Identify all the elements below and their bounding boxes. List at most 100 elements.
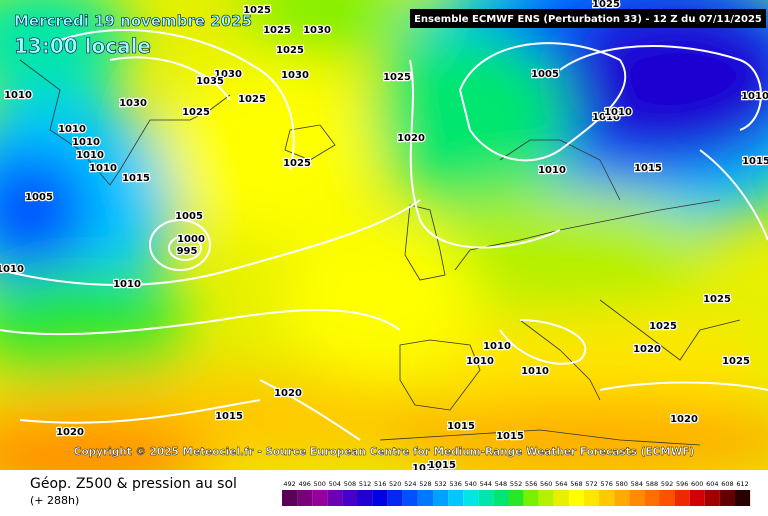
isobar-label: 1015 <box>447 421 475 432</box>
isobar-label: 1010 <box>741 91 768 102</box>
isobar-label: 1010 <box>538 165 566 176</box>
isobar-label: 1025 <box>263 25 291 36</box>
scale-swatch <box>508 490 524 506</box>
scale-swatch <box>433 490 449 506</box>
isobar-label: 1010 <box>58 124 86 135</box>
scale-label: 536 <box>449 480 461 488</box>
scale-label: 552 <box>510 480 522 488</box>
isobar-label: 1025 <box>276 45 304 56</box>
field <box>0 0 768 470</box>
scale-swatch <box>297 490 313 506</box>
scale-label: 580 <box>616 480 628 488</box>
scale-swatch <box>357 490 373 506</box>
scale-label: 520 <box>389 480 401 488</box>
scale-label: 528 <box>419 480 431 488</box>
isobar-label: 1015 <box>215 411 243 422</box>
isobar-label: 1010 <box>521 366 549 377</box>
scale-label: 612 <box>736 480 748 488</box>
isobar-label: 1030 <box>214 69 242 80</box>
scale-swatch <box>629 490 645 506</box>
scale-swatch <box>644 490 660 506</box>
scale-label: 588 <box>646 480 658 488</box>
scale-swatch <box>614 490 630 506</box>
isobar-label: 1015 <box>428 460 456 471</box>
isobar-label: 1020 <box>56 427 84 438</box>
isobar-label: 1035 <box>196 76 224 87</box>
scale-swatch <box>689 490 705 506</box>
scale-swatch <box>448 490 464 506</box>
scale-label: 592 <box>661 480 673 488</box>
isobar-label: 1010 <box>0 264 24 275</box>
isobar-label: 1010 <box>72 137 100 148</box>
scale-swatch <box>417 490 433 506</box>
legend-title: Géop. Z500 & pression au sol <box>30 476 237 492</box>
isobar-label: 1020 <box>397 133 425 144</box>
scale-label: 524 <box>404 480 416 488</box>
scale-label: 564 <box>555 480 567 488</box>
scale-label: 560 <box>540 480 552 488</box>
scale-swatch <box>478 490 494 506</box>
scale-swatch <box>402 490 418 506</box>
scale-label: 584 <box>631 480 643 488</box>
scale-label: 504 <box>329 480 341 488</box>
isobar-label: 1005 <box>25 192 53 203</box>
isobar-label: 1030 <box>119 98 147 109</box>
run-banner <box>410 9 766 28</box>
scale-label: 544 <box>480 480 492 488</box>
isobar-label: 1010 <box>76 150 104 161</box>
scale-label: 600 <box>691 480 703 488</box>
color-scale: 492 496 500 504 508 512 516 520 524 528 532 536 540 5… <box>282 480 751 506</box>
isobar-label: 1020 <box>633 344 661 355</box>
scale-swatch <box>282 490 298 506</box>
isobar-label: 1025 <box>703 294 731 305</box>
scale-label: 568 <box>570 480 582 488</box>
scale-swatch <box>327 490 343 506</box>
scale-swatch <box>553 490 569 506</box>
scale-swatch <box>493 490 509 506</box>
scale-swatch <box>523 490 539 506</box>
isobar-label: 1010 <box>89 163 117 174</box>
date-label: Mercredi 19 novembre 2025 <box>14 12 252 30</box>
copyright: Copyright © 2025 Meteociel.fr - Source E… <box>74 446 695 458</box>
isobar-label: 1025 <box>182 107 210 118</box>
isobar-label: 1010 <box>4 90 32 101</box>
run-label: Ensemble ECMWF ENS (Perturbation 33) - 1… <box>414 14 762 25</box>
scale-label: 540 <box>465 480 477 488</box>
isobar-label: 1020 <box>274 388 302 399</box>
scale-label: 608 <box>721 480 733 488</box>
legend-subtitle: (+ 288h) <box>30 494 79 507</box>
time-label: 13:00 locale <box>14 34 151 58</box>
scale-swatch <box>312 490 328 506</box>
scale-swatch <box>704 490 720 506</box>
scale-label: 492 <box>283 480 295 488</box>
isobar-label: 1025 <box>238 94 266 105</box>
scale-label: 596 <box>676 480 688 488</box>
isobar-label: 1000 <box>177 234 205 245</box>
isobar-label: 1015 <box>634 163 662 174</box>
isobar-label: 1025 <box>243 5 271 16</box>
isobar-label: 1030 <box>303 25 331 36</box>
isobar-label: 1010 <box>604 107 632 118</box>
scale-label: 512 <box>359 480 371 488</box>
scale-label: 516 <box>374 480 386 488</box>
scale-label: 508 <box>344 480 356 488</box>
scale-label: 604 <box>706 480 718 488</box>
isobar-label: 1010 <box>592 112 620 123</box>
isobar-label: 1020 <box>670 414 698 425</box>
scale-label: 572 <box>585 480 597 488</box>
scale-label: 548 <box>495 480 507 488</box>
isobar-label: 1010 <box>113 279 141 290</box>
scale-swatch <box>584 490 600 506</box>
isobar-label: 1025 <box>592 0 620 10</box>
isobar-label: 1010 <box>483 341 511 352</box>
scale-label: 556 <box>525 480 537 488</box>
scale-swatch <box>463 490 479 506</box>
scale-swatch <box>538 490 554 506</box>
isobar-label: 1005 <box>531 69 559 80</box>
isobar-label: 1025 <box>649 321 677 332</box>
isobar-label: 1010 <box>466 356 494 367</box>
scale-label: 576 <box>600 480 612 488</box>
scale-swatch <box>372 490 388 506</box>
